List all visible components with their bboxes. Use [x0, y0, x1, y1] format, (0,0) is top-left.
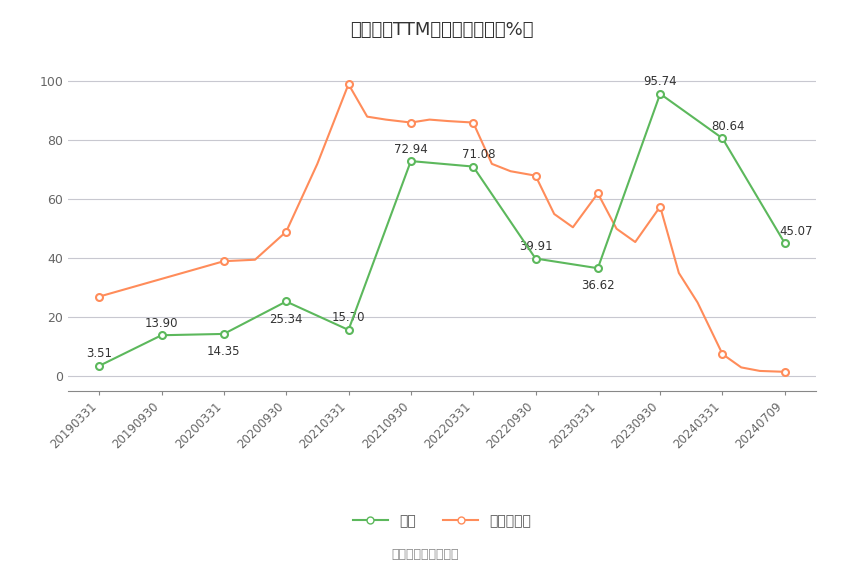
Text: 39.91: 39.91	[518, 240, 552, 253]
Text: 25.34: 25.34	[269, 313, 303, 325]
Text: 13.90: 13.90	[144, 317, 178, 329]
Text: 72.94: 72.94	[394, 143, 428, 155]
Text: 95.74: 95.74	[643, 75, 677, 88]
Text: 14.35: 14.35	[207, 345, 241, 358]
Text: 数据来源：恒生聚源: 数据来源：恒生聚源	[391, 548, 459, 561]
Text: 3.51: 3.51	[86, 347, 112, 361]
Text: 71.08: 71.08	[462, 148, 496, 161]
Text: 80.64: 80.64	[711, 120, 745, 133]
Text: 36.62: 36.62	[581, 279, 615, 292]
Title: 市销率（TTM）历史百分位（%）: 市销率（TTM）历史百分位（%）	[350, 21, 534, 39]
Legend: 公司, 行业中位数: 公司, 行业中位数	[348, 508, 536, 534]
Text: 45.07: 45.07	[779, 225, 813, 237]
Text: 15.70: 15.70	[332, 312, 366, 324]
